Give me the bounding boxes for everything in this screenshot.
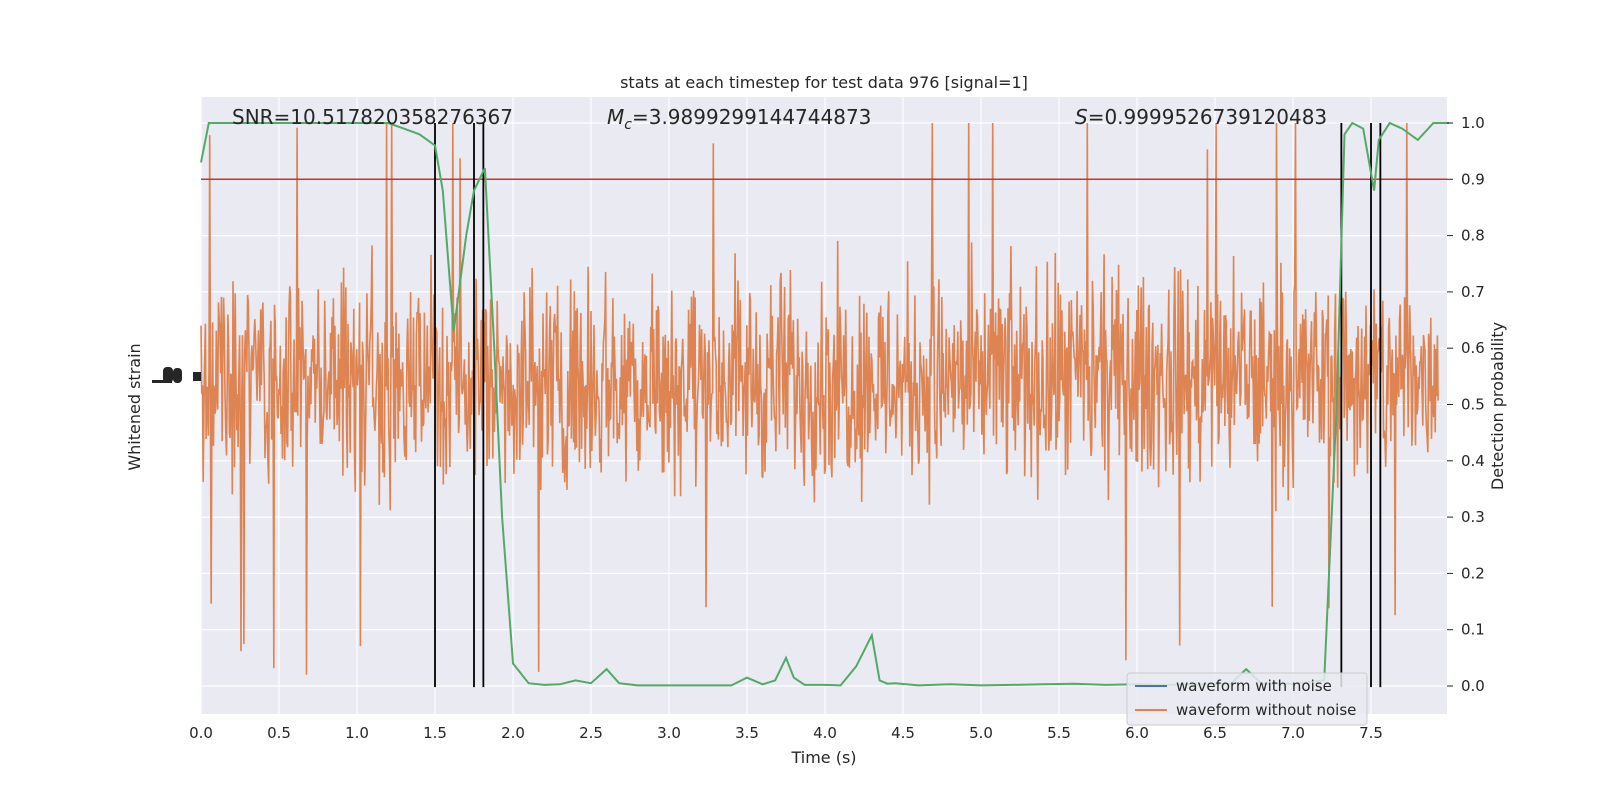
waveform-without-noise-line bbox=[200, 122, 1439, 675]
x-tick-label: 5.0 bbox=[969, 724, 993, 742]
y-tick-label: 1.0 bbox=[1461, 114, 1485, 132]
x-tick-label: 6.0 bbox=[1125, 724, 1149, 742]
x-tick-label: 1.5 bbox=[423, 724, 447, 742]
x-tick-label: 7.0 bbox=[1281, 724, 1305, 742]
snr-annotation: SNR=10.517820358276367 bbox=[232, 105, 513, 129]
chart-title: stats at each timestep for test data 976… bbox=[620, 73, 1028, 92]
legend-label-with-noise: waveform with noise bbox=[1176, 677, 1332, 695]
x-axis-ticks: 0.0 0.5 1.0 1.5 2.0 2.5 3.0 3.5 4.0 4.5 5.0 5.5 6.0 6… bbox=[189, 724, 1383, 742]
x-tick-label: 6.5 bbox=[1203, 724, 1227, 742]
y-tick-label: 0.3 bbox=[1461, 508, 1485, 526]
x-tick-label: 2.0 bbox=[501, 724, 525, 742]
y-tick-label: 0.0 bbox=[1461, 677, 1485, 695]
score-annotation: S=0.9999526739120483 bbox=[1075, 105, 1327, 129]
x-tick-label: 3.5 bbox=[735, 724, 759, 742]
chirp-mass-annotation: Mc=3.9899299144744873 bbox=[607, 105, 871, 133]
x-tick-label: 4.0 bbox=[813, 724, 837, 742]
x-tick-label: 4.5 bbox=[891, 724, 915, 742]
y-tick-label: 0.8 bbox=[1461, 227, 1485, 245]
x-axis-label: Time (s) bbox=[790, 748, 856, 767]
y-tick-label: 0.5 bbox=[1461, 396, 1485, 414]
x-tick-label: 7.5 bbox=[1359, 724, 1383, 742]
left-axis-overlapping-ticks bbox=[152, 367, 201, 383]
legend: waveform with noise waveform without noi… bbox=[1126, 672, 1368, 726]
x-tick-label: 5.5 bbox=[1047, 724, 1071, 742]
x-tick-label: 1.0 bbox=[345, 724, 369, 742]
y-tick-label: 0.4 bbox=[1461, 452, 1485, 470]
y-axis-right-label: Detection probability bbox=[1488, 322, 1507, 490]
waveform-without-noise-series bbox=[200, 122, 1439, 675]
y-tick-label: 0.6 bbox=[1461, 339, 1485, 357]
x-tick-label: 2.5 bbox=[579, 724, 603, 742]
y-tick-label: 0.7 bbox=[1461, 283, 1485, 301]
x-tick-label: 0.5 bbox=[267, 724, 291, 742]
x-tick-label: 3.0 bbox=[657, 724, 681, 742]
y-tick-label: 0.2 bbox=[1461, 564, 1485, 582]
y-axis-right-ticks: 0.0 0.1 0.2 0.3 0.4 0.5 0.6 0.7 0.8 0.9 1.0 bbox=[1447, 114, 1485, 695]
x-tick-label: 0.0 bbox=[189, 724, 213, 742]
y-tick-label: 0.1 bbox=[1461, 621, 1485, 639]
legend-label-without-noise: waveform without noise bbox=[1176, 701, 1356, 719]
y-axis-left-label: Whitened strain bbox=[125, 343, 144, 470]
y-tick-label: 0.9 bbox=[1461, 170, 1485, 188]
vertical-marker-lines bbox=[434, 123, 1382, 688]
